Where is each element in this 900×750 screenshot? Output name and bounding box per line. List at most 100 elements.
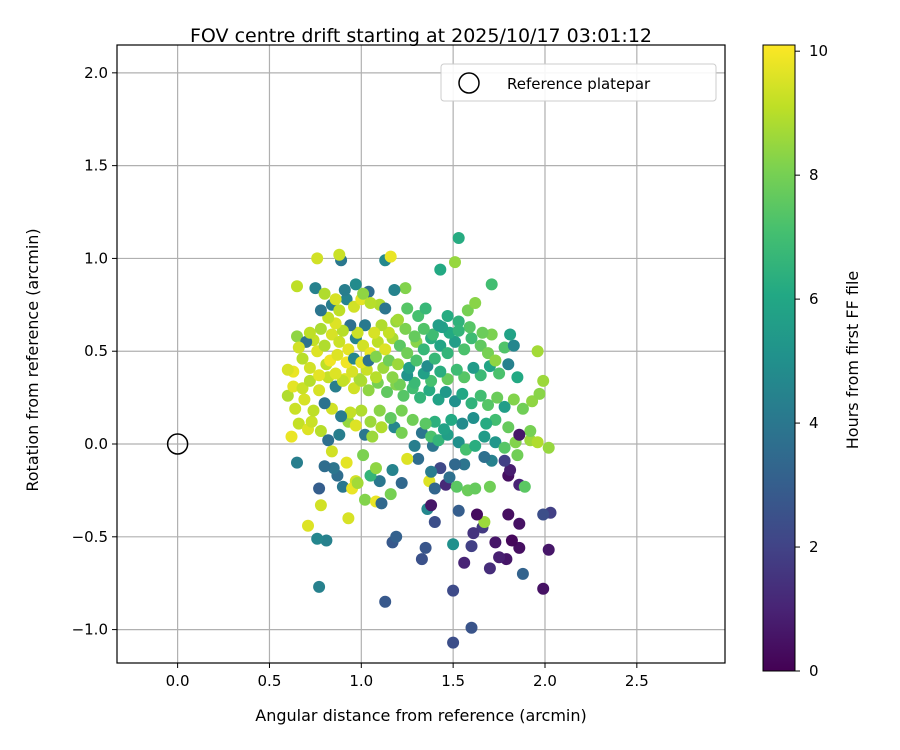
scatter-point (333, 248, 346, 261)
scatter-point (313, 580, 326, 593)
scatter-point (449, 395, 461, 408)
y-tick-label: 0.0 (84, 435, 108, 453)
scatter-point (393, 378, 406, 391)
scatter-point (421, 360, 434, 373)
scatter-point (392, 358, 404, 371)
scatter-point (311, 252, 324, 265)
scatter-point (485, 328, 498, 341)
scatter-point (419, 302, 432, 315)
scatter-point (373, 404, 386, 417)
scatter-point (379, 343, 392, 356)
scatter-point (447, 636, 460, 649)
colorbar-tick-label: 8 (809, 166, 819, 184)
scatter-point (485, 278, 498, 291)
scatter-point (489, 436, 502, 449)
scatter-point (489, 413, 502, 426)
scatter-point (408, 330, 421, 343)
scatter-point (502, 508, 515, 521)
scatter-point (412, 310, 425, 322)
colorbar-gradient (762, 44, 796, 672)
scatter-point (311, 532, 324, 545)
scatter-point (450, 363, 463, 376)
scatter-point (467, 527, 480, 540)
scatter-point (491, 391, 504, 404)
scatter-point (537, 374, 550, 387)
scatter-point (296, 352, 309, 365)
scatter-point (419, 541, 432, 554)
scatter-point (298, 393, 311, 406)
scatter-point (395, 426, 408, 439)
chart-title: FOV centre drift starting at 2025/10/17 … (190, 25, 652, 47)
scatter-point (458, 343, 471, 356)
scatter-point (505, 534, 518, 547)
scatter-point (452, 436, 465, 449)
scatter-point (342, 343, 355, 356)
scatter-point (467, 361, 480, 374)
scatter-point (498, 400, 511, 413)
scatter-point (364, 415, 377, 428)
scatter-point (322, 311, 335, 324)
scatter-point (303, 326, 316, 339)
scatter-point (349, 278, 362, 291)
scatter-point (368, 326, 381, 339)
scatter-point (305, 415, 318, 428)
scatter-point (498, 454, 511, 467)
scatter-point (443, 471, 456, 484)
y-axis-label: Rotation from reference (arcmin) (23, 228, 42, 491)
scatter-point (322, 434, 335, 447)
scatter-point (511, 449, 524, 462)
scatter-point (344, 406, 357, 419)
scatter-point (333, 304, 346, 317)
scatter-point (327, 462, 340, 475)
scatter-point (384, 488, 397, 501)
scatter-point (452, 324, 465, 337)
scatter-point (333, 428, 346, 441)
scatter-point (449, 256, 461, 269)
scatter-point (355, 404, 368, 417)
scatter-point (291, 330, 303, 343)
colorbar-tick-label: 4 (809, 414, 819, 432)
y-tick-label: −1.0 (72, 621, 108, 639)
scatter-point (348, 382, 360, 395)
scatter-point (513, 517, 526, 530)
scatter-point (359, 493, 371, 506)
colorbar-label: Hours from first FF file (843, 271, 862, 450)
y-tick-label: 2.0 (84, 64, 108, 82)
scatter-point (357, 449, 370, 462)
scatter-point (542, 441, 555, 454)
scatter-point (504, 464, 517, 476)
x-tick-label: 2.0 (533, 672, 557, 690)
y-tick-label: 1.0 (84, 249, 108, 267)
scatter-point (526, 395, 539, 408)
scatter-point (417, 343, 430, 356)
scatter-point (314, 499, 327, 512)
legend[interactable]: Reference platepar (440, 63, 717, 102)
scatter-point (291, 456, 303, 469)
x-tick-label: 0.5 (258, 672, 282, 690)
scatter-point (524, 425, 537, 437)
scatter-point (333, 335, 346, 348)
scatter-point (465, 621, 478, 634)
scatter-point (460, 443, 472, 456)
scatter-point (346, 365, 359, 378)
scatter-point (384, 412, 397, 424)
scatter-point (493, 367, 506, 380)
scatter-point (370, 350, 382, 363)
scatter-point (513, 428, 526, 441)
scatter-point (412, 452, 425, 465)
reference-point (166, 433, 189, 455)
scatter-point (289, 402, 302, 415)
scatter-point (370, 462, 382, 475)
scatter-point (502, 421, 515, 434)
scatter-point (364, 297, 377, 309)
scatter-point (476, 326, 489, 339)
scatter-point (513, 541, 526, 554)
colorbar: 0 2 4 6 8 10 Hours from first FF file (762, 42, 862, 680)
scatter-point (320, 534, 333, 547)
scatter-point (353, 373, 366, 386)
scatter-point (397, 389, 410, 402)
scatter-point (458, 371, 471, 384)
scatter-point (537, 508, 550, 521)
scatter-point (318, 397, 331, 410)
